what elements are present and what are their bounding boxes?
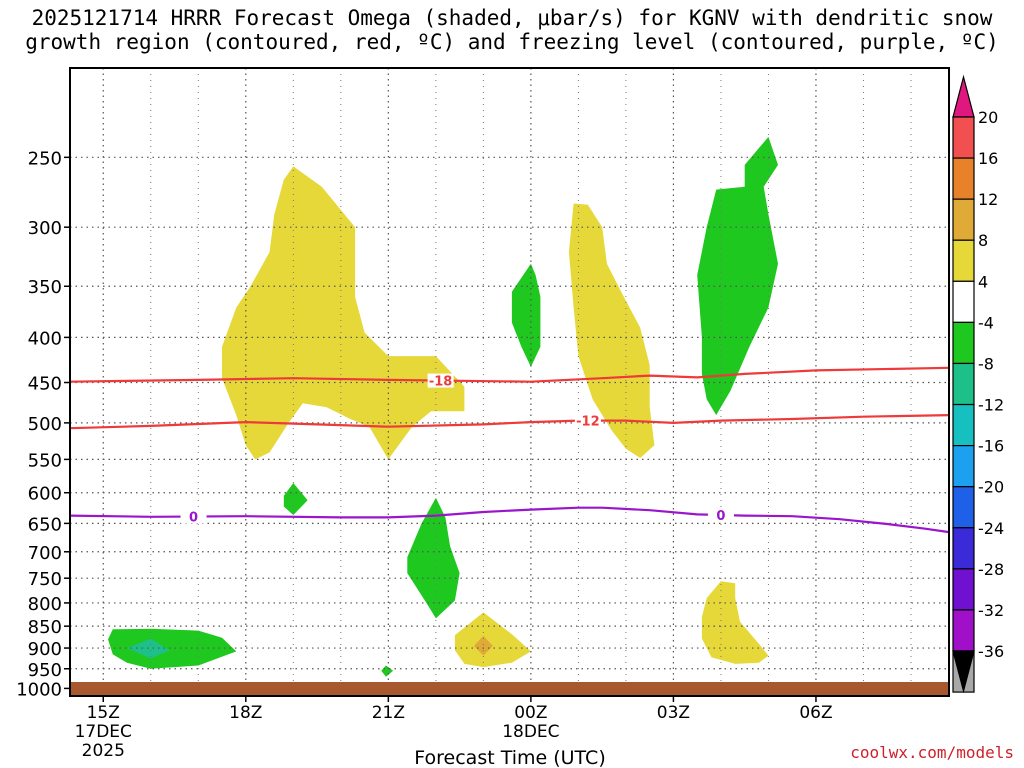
- y-tick-label-800: 800: [28, 594, 62, 615]
- colorbar-cell: [952, 527, 975, 570]
- contour-freezing level: [69, 506, 950, 534]
- contour-label: 0: [716, 509, 725, 524]
- x-tick-label-18Z: 18Z: [229, 703, 262, 723]
- colorbar-bottom-arrow: [952, 650, 975, 694]
- colorbar-label: 8: [978, 231, 988, 250]
- colorbar: 20 16 12 8 4 -4 -8 -12 -16 -20 -24 -28 -32 -36: [952, 74, 1004, 694]
- colorbar-cell: [952, 362, 975, 406]
- colorbar-label: -36: [978, 642, 1004, 661]
- y-tick-label-250: 250: [28, 148, 62, 169]
- colorbar-label: -32: [978, 601, 1004, 620]
- y-tick-label-400: 400: [28, 328, 62, 349]
- colorbar-cell: [952, 486, 975, 529]
- colorbar-cell: [952, 116, 975, 159]
- contour--18 isotherm: [69, 366, 950, 383]
- x-tick-label-15Z: 15Z: [87, 703, 120, 723]
- y-tick-label-900: 900: [28, 639, 62, 660]
- x-axis-title: Forecast Time (UTC): [414, 747, 605, 768]
- colorbar-label: 16: [978, 149, 998, 168]
- x-tick-label-21Z: 21Z: [372, 703, 405, 723]
- colorbar-cell: [952, 321, 975, 365]
- contour-label: 0: [189, 511, 198, 526]
- colorbar-label: -4: [978, 313, 994, 332]
- colorbar-label: 4: [978, 272, 988, 291]
- contour-label: -12: [576, 415, 600, 430]
- colorbar-label: -12: [978, 396, 1004, 415]
- contour-label-bg: [427, 373, 454, 388]
- x-tick-label-00Z: 00Z: [514, 703, 547, 723]
- omega-region-yellow-low-mid: [454, 612, 531, 668]
- y-tick-label-600: 600: [28, 484, 62, 505]
- omega-region-green-small-mid: [283, 483, 308, 515]
- omega-region-green-low-left: [108, 628, 237, 669]
- colorbar-label: 20: [978, 108, 998, 127]
- x-year-label: 2025: [82, 741, 125, 761]
- x-date-label: 18DEC: [502, 722, 559, 742]
- y-tick-label-950: 950: [28, 660, 62, 681]
- colorbar-cell: [952, 609, 975, 652]
- colorbar-cell: [952, 403, 975, 447]
- colorbar-label: -28: [978, 560, 1004, 579]
- colorbar-label: -8: [978, 354, 994, 373]
- colorbar-cell: [952, 445, 975, 488]
- y-tick-label-650: 650: [28, 514, 62, 535]
- y-tick-label-750: 750: [28, 569, 62, 590]
- contour-label-bg: [180, 509, 207, 524]
- x-tick-label-06Z: 06Z: [799, 703, 832, 723]
- y-axis: 2503003504004505005506006507007508008509…: [16, 148, 70, 700]
- omega-region-green-tiny: [381, 665, 394, 677]
- colorbar-label: -20: [978, 478, 1004, 497]
- y-tick-label-500: 500: [28, 414, 62, 435]
- omega-region-yellow-upper-left: [222, 166, 465, 460]
- contour--12 isotherm: [69, 414, 950, 430]
- colorbar-cell: [952, 280, 975, 323]
- colorbar-cell: [952, 568, 975, 611]
- credit-text: coolwx.com/models: [850, 743, 1014, 762]
- chart-title-line1: 2025121714 HRRR Forecast Omega (shaded, …: [31, 6, 993, 30]
- x-date-label: 17DEC: [75, 722, 132, 742]
- colorbar-cell: [952, 239, 975, 282]
- omega-region-green-center: [407, 497, 460, 619]
- temperature-contours: -18 -12 0 0: [69, 366, 950, 534]
- omega-region-green-upper-mid: [511, 263, 541, 367]
- y-tick-label-1000: 1000: [16, 679, 62, 700]
- chart-title-line2: growth region (contoured, red, ºC) and f…: [25, 30, 999, 54]
- y-tick-label-550: 550: [28, 450, 62, 471]
- omega-region-yellow-upper-mid: [568, 203, 655, 458]
- terrain-strip: [70, 682, 949, 696]
- colorbar-cell: [952, 157, 975, 200]
- omega-region-yellow-low-right: [701, 581, 769, 664]
- colorbar-label: -16: [978, 437, 1004, 456]
- contour-label: -18: [429, 375, 453, 390]
- colorbar-top-arrow: [952, 74, 975, 118]
- omega-region-orange-low-mid: [473, 635, 493, 656]
- y-tick-label-700: 700: [28, 543, 62, 564]
- y-tick-label-850: 850: [28, 617, 62, 638]
- y-tick-label-300: 300: [28, 218, 62, 239]
- omega-regions: [108, 136, 778, 677]
- contour-label-bg: [574, 413, 601, 428]
- colorbar-cell: [952, 198, 975, 241]
- y-tick-label-450: 450: [28, 374, 62, 395]
- y-tick-label-350: 350: [28, 277, 62, 298]
- contour-label-bg: [707, 508, 734, 523]
- colorbar-label: 12: [978, 190, 998, 209]
- colorbar-label: -24: [978, 519, 1004, 538]
- x-tick-label-03Z: 03Z: [657, 703, 690, 723]
- omega-region-green-upper-right: [697, 136, 778, 416]
